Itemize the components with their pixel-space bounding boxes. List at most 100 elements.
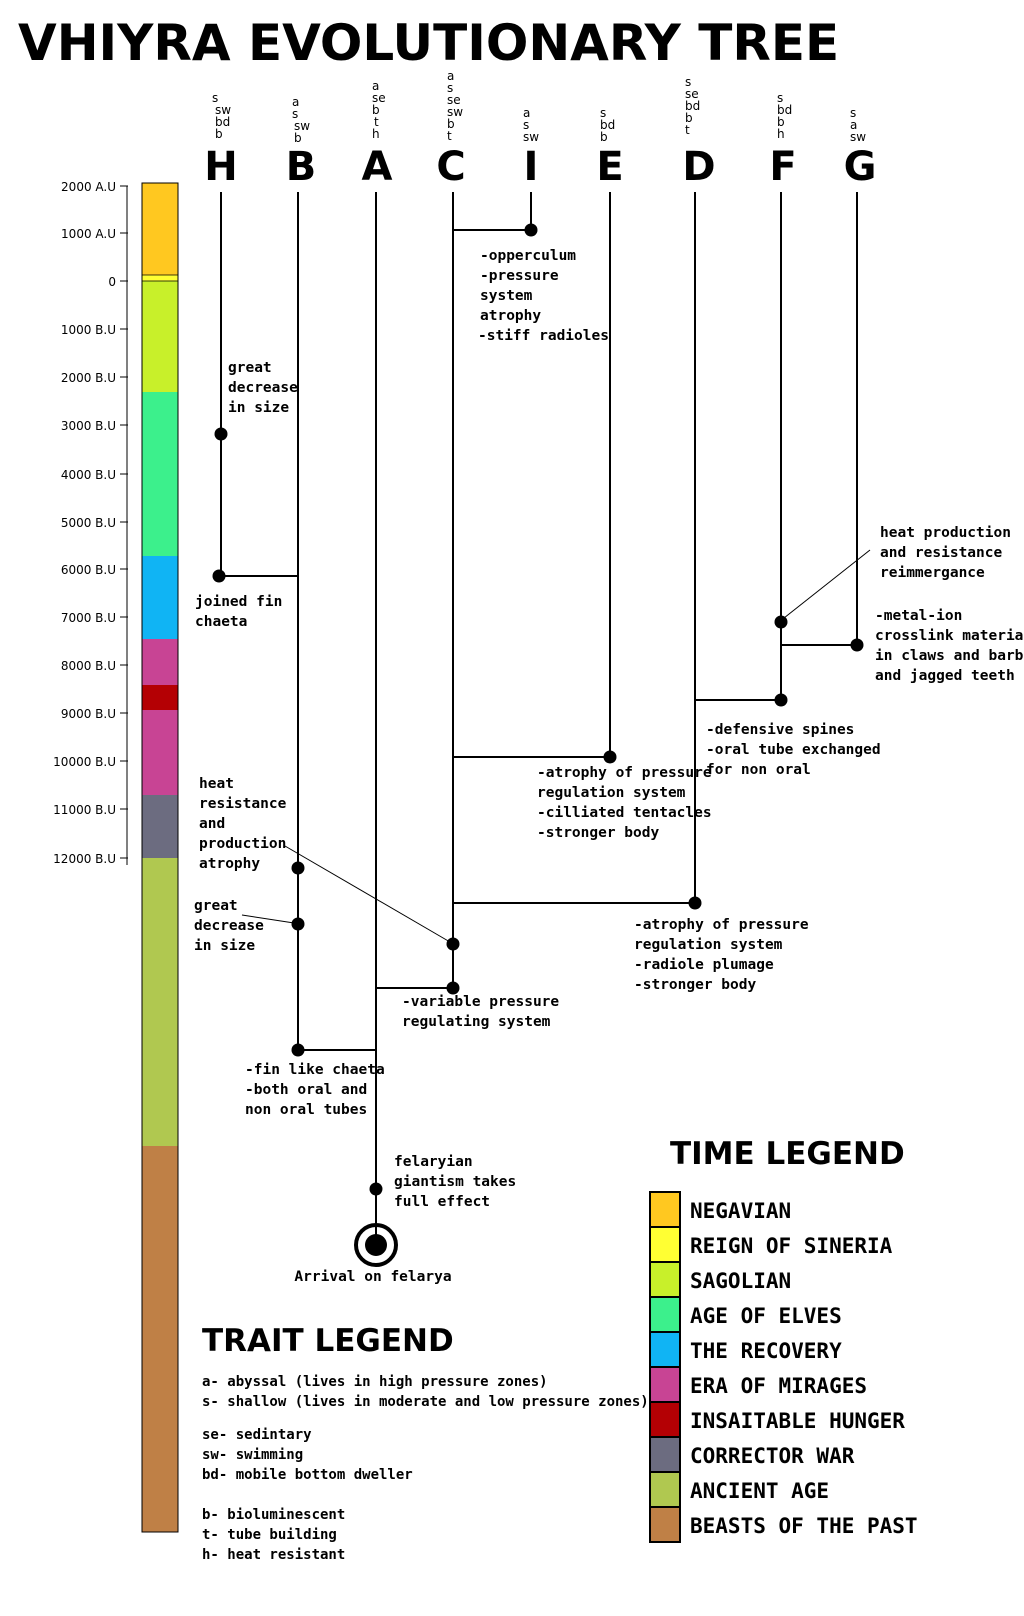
- annotation-line: -both oral and: [245, 1082, 367, 1098]
- trait-h-3: bd: [215, 115, 230, 129]
- era-segment-era-of-mirages-1: [142, 639, 178, 685]
- tree-branches: [220, 192, 858, 1238]
- trait-e-3: b: [600, 130, 608, 144]
- annotation-line: full effect: [394, 1194, 490, 1210]
- node-ca-split: [446, 981, 460, 995]
- time-legend: TIME LEGEND NEGAVIAN REIGN OF SINERIA SA…: [649, 1136, 918, 1543]
- species-letter-i: I: [524, 144, 539, 190]
- trait-b-3: sw: [294, 119, 310, 133]
- legend-label-insaitable-hunger: INSAITABLE HUNGER: [690, 1409, 905, 1433]
- trait-stack-c: a s se sw b t: [447, 69, 463, 143]
- species-letter-h: H: [204, 144, 237, 190]
- arrival-ring: [354, 1223, 398, 1267]
- annotation-line: -cilliated tentacles: [537, 805, 712, 821]
- trait-e-2: bd: [600, 118, 615, 132]
- trait-g-1: s: [850, 106, 856, 120]
- species-letter-d: D: [682, 144, 715, 190]
- trait-legend-entry: sw- swimming: [202, 1447, 303, 1463]
- era-segment-negavian: [142, 183, 178, 275]
- annotation-line: -variable pressure: [402, 994, 559, 1010]
- trait-legend-title: TRAIT LEGEND: [202, 1323, 454, 1359]
- trait-f-1: s: [777, 91, 783, 105]
- era-segment-insaitable-hunger: [142, 685, 178, 710]
- tick-label: 5000 B.U: [61, 516, 116, 530]
- annotation-line: and: [199, 816, 225, 832]
- trait-stack-f: s bd b h: [777, 91, 792, 141]
- trait-g-2: a: [850, 118, 857, 132]
- page-title: VHIYRA EVOLUTIONARY TREE: [18, 14, 839, 72]
- annotation-line: -stronger body: [537, 825, 659, 841]
- trait-d-3: bd: [685, 99, 700, 113]
- leader-c-heat: [284, 845, 451, 943]
- trait-a-5: h: [372, 127, 380, 141]
- trait-stack-h: s sw bd b: [212, 91, 231, 141]
- annotation-line: -pressure: [480, 268, 559, 284]
- annotation-c-heat: heat resistance and production atrophy: [199, 776, 287, 872]
- annotation-line: -defensive spines: [706, 722, 854, 738]
- annotation-line: regulation system: [634, 937, 783, 953]
- annotation-h-size: great decrease in size: [228, 360, 298, 416]
- legend-swatch-ancient-age: [649, 1471, 681, 1508]
- species-letter-a: A: [362, 144, 393, 190]
- trait-stack-b: a s sw b: [292, 95, 310, 145]
- node-b-size: [291, 917, 305, 931]
- trait-c-2: s: [447, 81, 453, 95]
- legend-label-corrector-war: CORRECTOR WAR: [690, 1444, 855, 1468]
- node-h-fin: [212, 569, 226, 583]
- tick-label: 4000 B.U: [61, 468, 116, 482]
- trait-d-4: b: [685, 111, 693, 125]
- tick-label: 10000 B.U: [53, 755, 116, 769]
- trait-a-1: a: [372, 79, 379, 93]
- node-giantism: [369, 1182, 383, 1196]
- tick-label: 9000 B.U: [61, 707, 116, 721]
- legend-label-the-recovery: THE RECOVERY: [690, 1339, 842, 1363]
- annotation-line: -atrophy of pressure: [634, 917, 809, 933]
- annotation-line: and resistance: [880, 545, 1002, 561]
- annotation-line: heat production: [880, 525, 1011, 541]
- arrival-label: Arrival on felarya: [294, 1269, 451, 1285]
- annotation-ba-split: -fin like chaeta -both oral and non oral…: [245, 1062, 385, 1118]
- annotation-line: for non oral: [706, 762, 811, 778]
- annotation-line: joined fin: [195, 594, 282, 610]
- annotation-line: -atrophy of pressure: [537, 765, 712, 781]
- trait-h-4: b: [215, 127, 223, 141]
- tick-label: 3000 B.U: [61, 419, 116, 433]
- trait-stack-d: s se bd b t: [685, 75, 700, 137]
- legend-label-era-of-mirages: ERA OF MIRAGES: [690, 1374, 867, 1398]
- annotation-line: great: [194, 898, 238, 914]
- trait-legend-entry: b- bioluminescent: [202, 1507, 345, 1523]
- leader-b-size: [241, 914, 295, 924]
- trait-legend: TRAIT LEGEND a- abyssal (lives in high p…: [202, 1323, 649, 1563]
- trait-stack-e: s bd b: [600, 106, 615, 144]
- tick-label: 8000 B.U: [61, 659, 116, 673]
- trait-legend-entry: t- tube building: [202, 1527, 337, 1543]
- annotation-line: resistance: [199, 796, 287, 812]
- trait-i-3: sw: [523, 130, 539, 144]
- annotation-line: regulation system: [537, 785, 686, 801]
- trait-g-3: sw: [850, 130, 866, 144]
- annotation-i-split: -opperculum -pressure system atrophy -st…: [478, 248, 609, 344]
- annotation-line: -oral tube exchanged: [706, 742, 881, 758]
- legend-swatch-the-recovery: [649, 1331, 681, 1368]
- annotation-giantism: felaryian giantism takes full effect: [394, 1154, 516, 1210]
- annotation-line: non oral tubes: [245, 1102, 367, 1118]
- trait-e-1: s: [600, 106, 606, 120]
- tick-label: 12000 B.U: [53, 852, 116, 866]
- annotation-line: heat: [199, 776, 234, 792]
- trait-d-1: s: [685, 75, 691, 89]
- era-bar-outline: [141, 182, 179, 1533]
- annotation-line: giantism takes: [394, 1174, 516, 1190]
- annotation-line: production: [199, 836, 286, 852]
- trait-h-1: s: [212, 91, 218, 105]
- node-g-split: [850, 638, 864, 652]
- annotation-line: -fin like chaeta: [245, 1062, 385, 1078]
- time-legend-title: TIME LEGEND: [670, 1136, 905, 1172]
- trait-b-1: a: [292, 95, 299, 109]
- species-letter-f: F: [769, 144, 796, 190]
- species-letters: H B A C I E D F G: [204, 144, 876, 190]
- trait-a-2: se: [372, 91, 386, 105]
- legend-swatch-corrector-war: [649, 1436, 681, 1473]
- trait-stack-g: s a sw: [850, 106, 866, 144]
- node-b-heat: [291, 861, 305, 875]
